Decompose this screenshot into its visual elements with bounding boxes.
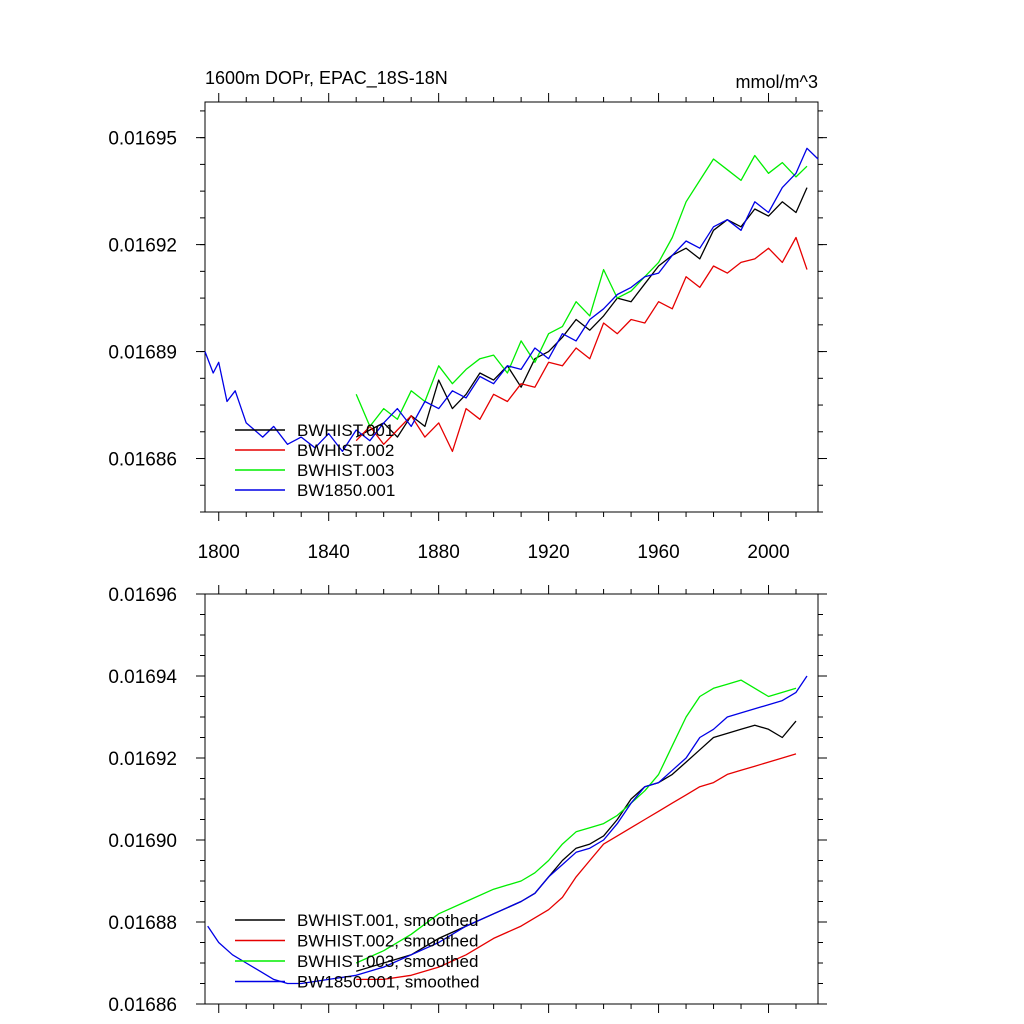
y-tick-label: 0.01690: [108, 831, 177, 852]
legend-label: BWHIST.001: [297, 421, 394, 440]
top-chart-units: mmol/m^3: [736, 72, 818, 92]
x-tick-label: 1840: [308, 542, 350, 563]
y-tick-label: 0.01694: [108, 667, 177, 688]
top-axis-ticks: 1800 1840 1880 1920 1960 2000 0.01686 0.01689 0.…: [108, 93, 827, 563]
legend-label: BWHIST.001, smoothed: [297, 911, 478, 930]
series-line-0: [355, 187, 808, 438]
x-tick-label: 1960: [637, 542, 679, 563]
y-tick-label: 0.01688: [108, 913, 177, 934]
x-tick-label: 1880: [418, 542, 460, 563]
y-tick-label: 0.01686: [108, 995, 177, 1016]
y-tick-label: 0.01696: [108, 585, 177, 606]
legend-label: BWHIST.003: [297, 461, 394, 480]
legend-label: BWHIST.002, smoothed: [297, 932, 478, 951]
series-line-1: [356, 753, 797, 981]
series-line-2: [355, 154, 808, 428]
series-line-1: [355, 236, 808, 453]
series-line-2: [355, 679, 797, 964]
legend-label: BW1850.001: [297, 481, 395, 500]
top-plot-frame: [204, 101, 819, 513]
legend-label: BWHIST.002: [297, 441, 394, 460]
bottom-series-group: [207, 675, 808, 985]
bottom-legend: BWHIST.001, smoothed BWHIST.002, smoothed…: [235, 911, 479, 992]
legend-label: BWHIST.003, smoothed: [297, 952, 478, 971]
y-tick-label: 0.01695: [108, 129, 177, 150]
top-series-group: [204, 147, 819, 453]
y-tick-label: 0.01692: [108, 236, 177, 257]
x-tick-label: 1800: [198, 542, 240, 563]
legend-label: BW1850.001, smoothed: [297, 973, 479, 992]
top-chart-panel: 1600m DOPr, EPAC_18S-18N mmol/m^3 1800 18…: [108, 68, 827, 563]
y-tick-label: 0.01686: [108, 450, 177, 471]
series-line-3: [204, 147, 819, 453]
y-tick-label: 0.01689: [108, 343, 177, 364]
series-line-3: [207, 675, 808, 985]
bottom-chart-panel: 0.01686 0.01688 0.01690 0.01692 0.01694 0.016…: [108, 585, 827, 1016]
x-tick-label: 1920: [527, 542, 569, 563]
y-tick-label: 0.01692: [108, 749, 177, 770]
bottom-axis-ticks: 0.01686 0.01688 0.01690 0.01692 0.01694 0.016…: [108, 585, 827, 1016]
x-tick-label: 2000: [747, 542, 789, 563]
top-chart-title: 1600m DOPr, EPAC_18S-18N: [205, 68, 448, 89]
